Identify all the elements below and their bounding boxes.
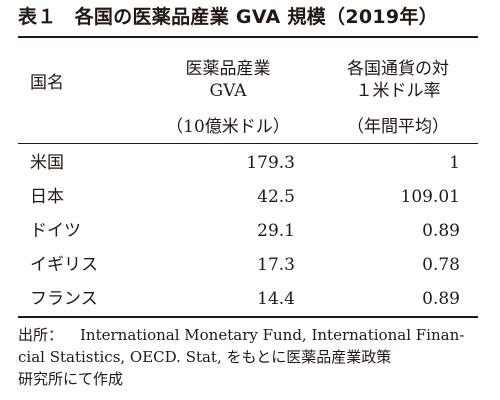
source-line-1: International Monetary Fund, Internation…: [80, 326, 465, 344]
cell-gva: 17.3: [257, 255, 295, 275]
table-title-text: 各国の医薬品産業 GVA 規模（2019年）: [74, 6, 439, 28]
source-note: 出所： International Monetary Fund, Interna…: [18, 324, 478, 390]
cell-country: 日本: [30, 187, 64, 207]
table-row: フランス 14.4 0.89: [0, 282, 500, 316]
cell-rate: 0.89: [422, 221, 460, 241]
bottom-rule: [18, 316, 478, 318]
table-number: 表１: [18, 6, 57, 28]
cell-gva: 29.1: [257, 221, 295, 241]
header-rate: 各国通貨の対 １米ドル率 （年間平均）: [318, 58, 478, 138]
cell-country: フランス: [30, 289, 98, 309]
header-country: 国名: [30, 73, 64, 93]
cell-gva: 179.3: [246, 153, 295, 173]
table-row: 日本 42.5 109.01: [0, 180, 500, 214]
table-row: 米国 179.3 1: [0, 146, 500, 180]
header-rate-line1: 各国通貨の対: [347, 59, 449, 79]
source-label: 出所：: [18, 326, 64, 344]
table-row: イギリス 17.3 0.78: [0, 248, 500, 282]
cell-country: ドイツ: [30, 221, 81, 241]
header-gva-line1: 医薬品産業: [185, 59, 271, 79]
header-rate-unit: （年間平均）: [347, 117, 449, 137]
table-title: 表１ 各国の医薬品産業 GVA 規模（2019年）: [18, 4, 488, 30]
table-row: ドイツ 29.1 0.89: [0, 214, 500, 248]
table-body: 米国 179.3 1 日本 42.5 109.01 ドイツ 29.1 0.89 …: [0, 146, 500, 316]
header-gva-unit: （10億米ドル）: [166, 117, 290, 137]
cell-country: 米国: [30, 153, 64, 173]
header-rule: [18, 143, 478, 144]
cell-rate: 109.01: [400, 187, 460, 207]
cell-rate: 1: [449, 153, 460, 173]
source-line-3: 研究所にて作成: [18, 370, 124, 388]
cell-gva: 14.4: [257, 289, 295, 309]
header-gva: 医薬品産業 GVA （10億米ドル）: [148, 58, 308, 138]
cell-rate: 0.78: [422, 255, 460, 275]
header-rate-line2: １米ドル率: [355, 81, 441, 101]
cell-country: イギリス: [30, 255, 98, 275]
cell-gva: 42.5: [257, 187, 295, 207]
source-line-2: cial Statistics, OECD. Stat, をもとに医薬品産業政策: [18, 348, 392, 366]
top-rule: [18, 36, 478, 38]
cell-rate: 0.89: [422, 289, 460, 309]
header-gva-line2: GVA: [209, 81, 247, 101]
